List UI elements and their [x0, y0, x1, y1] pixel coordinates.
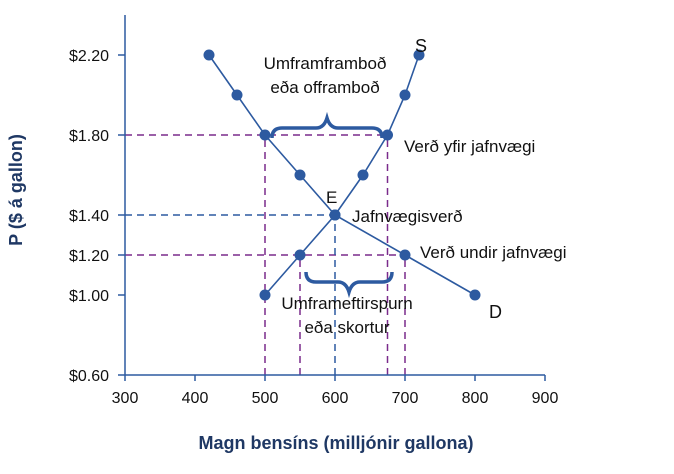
demand-point-3	[294, 169, 306, 181]
y-tick-label-2: $1.20	[69, 248, 109, 265]
surplus-label-line1: Umframframboð	[264, 54, 387, 73]
y-axis-title: P ($ á gallon)	[6, 134, 26, 246]
supply-point-5	[399, 89, 411, 101]
supply-point-6	[413, 49, 425, 61]
x-tick-label-700: 700	[392, 390, 419, 407]
supply-point-0	[259, 289, 271, 301]
demand-point-4	[329, 209, 341, 221]
demand-curve-label: D	[489, 302, 502, 322]
demand-point-1	[231, 89, 243, 101]
equilibrium-point-label: E	[326, 188, 337, 207]
shortage-label-line2: eða skortur	[304, 318, 389, 337]
data-points	[203, 49, 481, 301]
demand-point-0	[203, 49, 215, 61]
x-ticks: 300 400 500 600 700 800 900	[112, 375, 559, 407]
x-tick-label-500: 500	[252, 390, 279, 407]
x-tick-label-900: 900	[532, 390, 559, 407]
surplus-label-line2: eða offramboð	[270, 78, 379, 97]
y-tick-label-3: $1.40	[69, 208, 109, 225]
supply-point-4	[382, 129, 393, 141]
x-tick-label-300: 300	[112, 390, 139, 407]
shortage-label-line1: Umframeftirspurn	[281, 294, 412, 313]
equilibrium-price-label: Jafnvægisverð	[352, 207, 463, 226]
surplus-brace	[270, 111, 384, 139]
demand-point-5	[399, 249, 411, 261]
y-tick-label-1: $1.00	[69, 288, 109, 305]
above-equilibrium-label: Verð yfir jafnvægi	[404, 137, 535, 156]
demand-point-2	[259, 129, 271, 141]
x-axis-title: Magn bensíns (milljónir gallona)	[198, 433, 473, 453]
x-tick-label-600: 600	[322, 390, 349, 407]
y-ticks: $0.60 $1.00 $1.20 $1.40 $1.80 $2.20	[69, 48, 125, 385]
supply-curve-label: S	[415, 36, 427, 56]
supply-point-3	[357, 169, 369, 181]
y-tick-label-4: $1.80	[69, 128, 109, 145]
supply-point-1	[294, 249, 306, 261]
x-tick-label-800: 800	[462, 390, 489, 407]
shortage-brace	[304, 271, 394, 299]
x-tick-label-400: 400	[182, 390, 209, 407]
demand-point-6	[469, 289, 481, 301]
reference-lines	[125, 134, 406, 375]
y-tick-label-0: $0.60	[69, 368, 109, 385]
below-equilibrium-label: Verð undir jafnvægi	[420, 243, 566, 262]
y-tick-label-5: $2.20	[69, 48, 109, 65]
